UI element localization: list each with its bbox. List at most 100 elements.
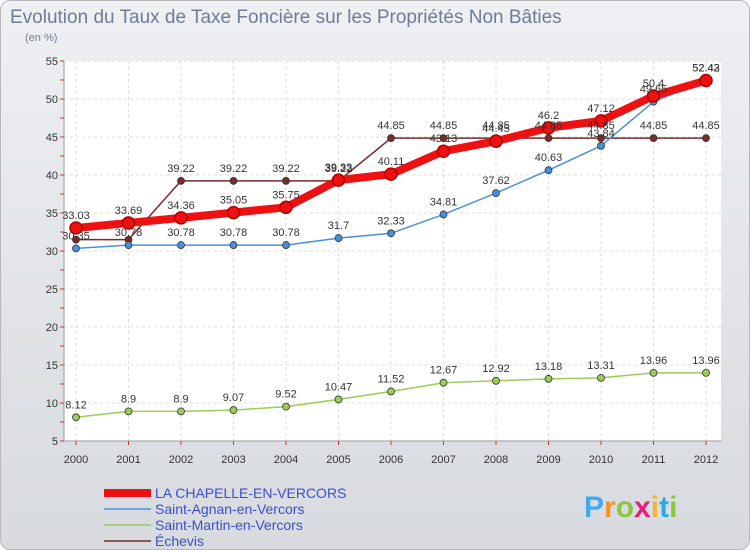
data-point (174, 211, 188, 225)
data-label: 44.45 (482, 123, 510, 135)
data-point (334, 395, 343, 404)
data-label: 31.7 (328, 220, 349, 232)
data-label: 43.13 (430, 133, 458, 145)
data-point (646, 89, 661, 103)
data-label: 8.12 (65, 399, 86, 411)
x-tick-label: 2001 (116, 454, 140, 466)
data-label: 30.78 (167, 227, 195, 239)
x-tick-label: 2007 (431, 454, 455, 466)
data-labels: 39.22 39.22 39.22 39.22 44.85 44.85 44.85 44.85… (62, 63, 720, 412)
data-label: 52.43 (692, 63, 720, 75)
data-label: 47.12 (587, 103, 615, 115)
data-point (544, 134, 553, 143)
data-label: 44.85 (377, 120, 405, 132)
legend-label: LA CHAPELLE-EN-VERCORS (155, 485, 346, 501)
data-point (387, 134, 395, 143)
data-label: 11.52 (378, 373, 405, 385)
data-point (384, 167, 398, 181)
y-tick-label: 35 (46, 208, 58, 220)
data-label: 30.35 (62, 230, 90, 242)
data-label: 49.65 (640, 84, 668, 96)
logo-letter: r (604, 491, 616, 524)
data-label: 33.69 (115, 205, 143, 217)
x-tick-label: 2012 (694, 454, 718, 466)
data-label: 44.85 (640, 120, 668, 132)
data-point (702, 134, 710, 143)
data-point (492, 376, 500, 385)
x-tick-label: 2000 (64, 454, 88, 466)
data-label: 8.9 (121, 393, 136, 405)
proxiti-logo: Proxiti (584, 491, 677, 524)
data-point (229, 241, 238, 249)
data-point (492, 189, 500, 197)
x-tick-label: 2006 (379, 454, 403, 466)
data-point (544, 166, 553, 175)
data-point (177, 177, 185, 185)
data-point (597, 141, 605, 150)
logo-letter: i (651, 491, 659, 524)
x-tick-label: 2003 (221, 454, 245, 466)
data-point (177, 407, 185, 416)
y-tick-label: 20 (46, 322, 58, 334)
data-label: 12.67 (430, 365, 458, 377)
data-point (124, 407, 133, 416)
y-tick-label: 30 (46, 246, 58, 258)
data-label: 13.18 (535, 361, 563, 373)
data-point (702, 369, 710, 377)
chart-title: Evolution du Taux de Taxe Foncière sur l… (10, 7, 562, 28)
data-point (387, 387, 395, 396)
data-point (439, 210, 448, 219)
data-point (282, 177, 290, 185)
data-point (649, 134, 658, 143)
data-label: 13.96 (692, 355, 720, 367)
data-label: 37.62 (482, 175, 510, 187)
y-tick-label: 40 (46, 170, 58, 182)
x-tick-label: 2005 (326, 454, 350, 466)
logo-letter: P (584, 491, 604, 524)
data-point (229, 406, 238, 414)
data-point (699, 73, 713, 88)
y-tick-label: 50 (46, 94, 58, 106)
data-point (229, 177, 238, 185)
data-point (439, 134, 448, 143)
data-label: 39.22 (220, 163, 248, 175)
data-label: 40.63 (535, 152, 563, 164)
data-point (279, 200, 293, 215)
data-label: 13.96 (640, 355, 668, 367)
data-label: 30.78 (220, 227, 248, 239)
data-label: 30.78 (272, 227, 300, 239)
legend-label: Saint-Agnan-en-Vercors (155, 501, 304, 517)
data-point (124, 241, 133, 249)
legend: LA CHAPELLE-EN-VERCORSSaint-Agnan-en-Ver… (104, 485, 346, 549)
data-label: 9.07 (223, 392, 244, 404)
data-point (72, 244, 80, 253)
data-label: 39.22 (167, 163, 195, 175)
logo-letter: i (669, 491, 677, 524)
data-point (594, 114, 608, 128)
data-label: 8.9 (173, 393, 188, 405)
data-label: 50.4 (643, 78, 664, 90)
axes: 5 10 15 20 25 30 35 40 45 50 55 2000 2001 2002 2003 200… (46, 56, 721, 466)
chart-subtitle: (en %) (25, 32, 57, 44)
data-point (331, 173, 346, 187)
data-label: 44.85 (482, 120, 510, 132)
data-label: 44.85 (430, 120, 458, 132)
data-point (597, 134, 605, 143)
data-label: 39.33 (325, 162, 353, 174)
data-point (387, 229, 395, 238)
data-label: 35.75 (272, 189, 300, 201)
x-tick-label: 2002 (169, 454, 193, 466)
data-label: 40.11 (378, 156, 405, 168)
data-label: 44.85 (692, 120, 720, 132)
data-point (649, 369, 658, 377)
y-tick-label: 5 (52, 436, 58, 448)
data-point (489, 134, 503, 148)
data-label: 52.42 (692, 63, 720, 75)
y-tick-label: 15 (46, 360, 58, 372)
y-tick-label: 25 (46, 284, 58, 296)
data-point (226, 205, 241, 220)
data-label: 32.33 (377, 215, 405, 227)
data-label: 34.81 (430, 196, 458, 208)
data-point (334, 234, 343, 242)
data-point (439, 378, 448, 387)
